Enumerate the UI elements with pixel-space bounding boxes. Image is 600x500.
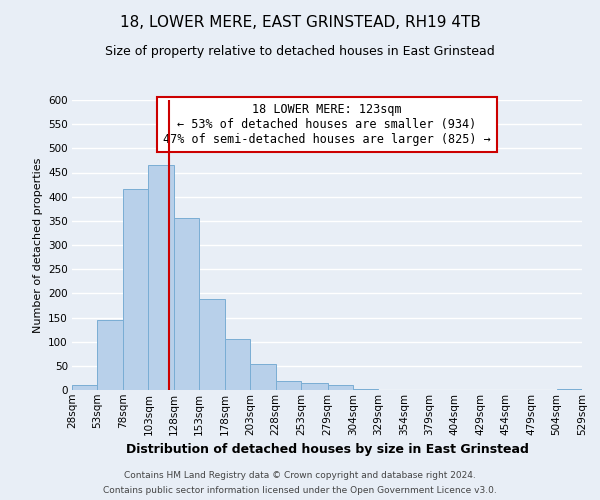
Bar bbox=[72, 385, 97, 390]
Bar bbox=[97, 320, 123, 390]
Bar bbox=[557, 388, 582, 390]
Text: Contains public sector information licensed under the Open Government Licence v3: Contains public sector information licen… bbox=[103, 486, 497, 495]
Bar bbox=[301, 383, 328, 390]
Bar bbox=[250, 364, 275, 390]
Text: Contains HM Land Registry data © Crown copyright and database right 2024.: Contains HM Land Registry data © Crown c… bbox=[124, 471, 476, 480]
Y-axis label: Number of detached properties: Number of detached properties bbox=[32, 158, 43, 332]
Bar bbox=[123, 190, 148, 390]
Bar bbox=[224, 339, 250, 390]
Text: Size of property relative to detached houses in East Grinstead: Size of property relative to detached ho… bbox=[105, 45, 495, 58]
Bar bbox=[174, 218, 199, 390]
Text: 18, LOWER MERE, EAST GRINSTEAD, RH19 4TB: 18, LOWER MERE, EAST GRINSTEAD, RH19 4TB bbox=[119, 15, 481, 30]
X-axis label: Distribution of detached houses by size in East Grinstead: Distribution of detached houses by size … bbox=[125, 443, 529, 456]
Bar bbox=[328, 385, 353, 390]
Bar bbox=[199, 299, 224, 390]
Text: 18 LOWER MERE: 123sqm
← 53% of detached houses are smaller (934)
47% of semi-det: 18 LOWER MERE: 123sqm ← 53% of detached … bbox=[163, 103, 491, 146]
Bar bbox=[353, 388, 379, 390]
Bar bbox=[275, 382, 301, 390]
Bar bbox=[148, 165, 174, 390]
